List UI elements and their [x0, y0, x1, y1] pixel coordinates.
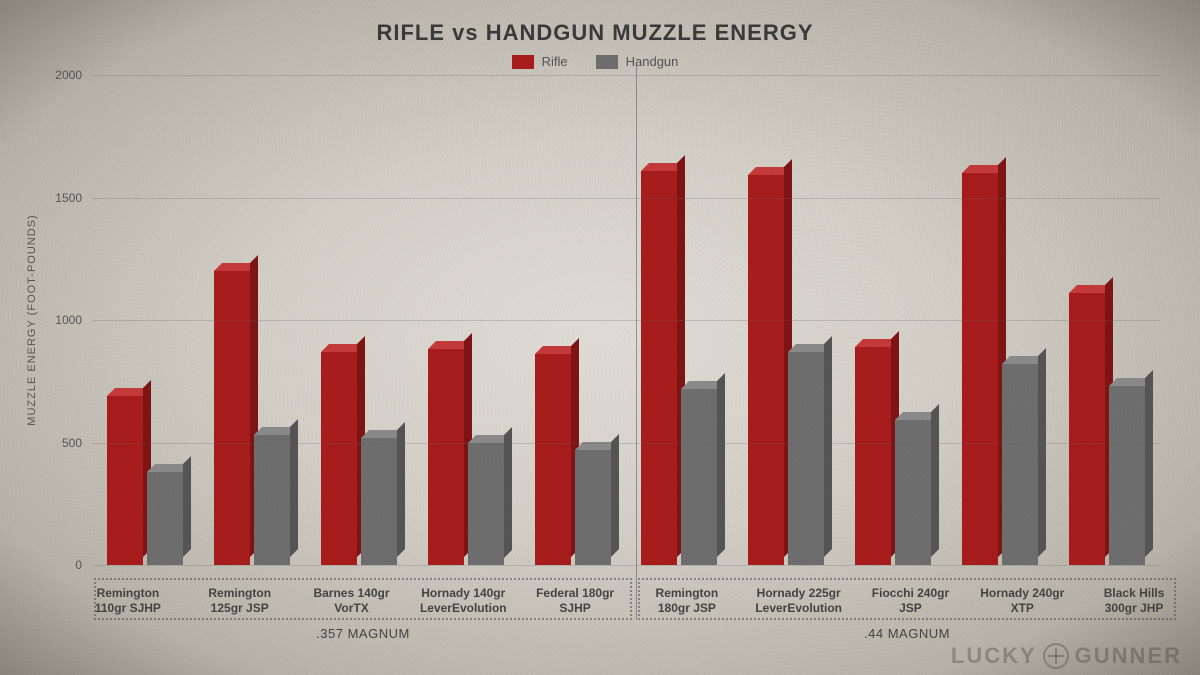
handgun-bar	[681, 389, 717, 565]
plot-area: MUZZLE ENERGY (FOOT-POUNDS) 050010001500…	[92, 75, 1160, 565]
y-tick-label: 1000	[55, 313, 82, 327]
y-axis-label: MUZZLE ENERGY (FOOT-POUNDS)	[26, 214, 38, 425]
legend-item-rifle: Rifle	[512, 54, 568, 69]
gridline	[92, 198, 1160, 199]
section-title: .44 MAGNUM	[864, 626, 950, 641]
handgun-bar	[147, 472, 183, 565]
rifle-bar	[214, 271, 250, 565]
legend-swatch-handgun	[596, 55, 618, 69]
watermark-text-2: GUNNER	[1075, 643, 1182, 669]
handgun-bar	[361, 438, 397, 565]
gridline	[92, 75, 1160, 76]
section-divider	[636, 65, 637, 620]
chart-container: RIFLE vs HANDGUN MUZZLE ENERGY Rifle Han…	[0, 0, 1200, 675]
rifle-bar	[641, 171, 677, 565]
reticle-icon	[1043, 643, 1069, 669]
rifle-bar	[1069, 293, 1105, 565]
legend-swatch-rifle	[512, 55, 534, 69]
handgun-bar	[1002, 364, 1038, 565]
gridline	[92, 565, 1160, 566]
rifle-bar	[107, 396, 143, 565]
y-tick-label: 1500	[55, 191, 82, 205]
watermark-text-1: LUCKY	[951, 643, 1037, 669]
rifle-bar	[962, 173, 998, 565]
handgun-bar	[1109, 386, 1145, 565]
legend: Rifle Handgun	[20, 54, 1170, 69]
handgun-bar	[575, 450, 611, 565]
y-tick-label: 2000	[55, 68, 82, 82]
section-box	[94, 578, 632, 620]
rifle-bar	[321, 352, 357, 565]
gridline	[92, 443, 1160, 444]
rifle-bar	[535, 354, 571, 565]
legend-item-handgun: Handgun	[596, 54, 679, 69]
rifle-bar	[855, 347, 891, 565]
legend-label-rifle: Rifle	[542, 54, 568, 69]
gridline	[92, 320, 1160, 321]
section-title: .357 MAGNUM	[316, 626, 410, 641]
rifle-bar	[428, 349, 464, 565]
rifle-bar	[748, 175, 784, 565]
watermark: LUCKY GUNNER	[951, 643, 1182, 669]
section-box	[638, 578, 1176, 620]
legend-label-handgun: Handgun	[626, 54, 679, 69]
handgun-bar	[254, 435, 290, 565]
handgun-bar	[468, 443, 504, 566]
handgun-bar	[788, 352, 824, 565]
y-tick-label: 0	[75, 558, 82, 572]
chart-title: RIFLE vs HANDGUN MUZZLE ENERGY	[20, 20, 1170, 46]
y-tick-label: 500	[62, 436, 82, 450]
